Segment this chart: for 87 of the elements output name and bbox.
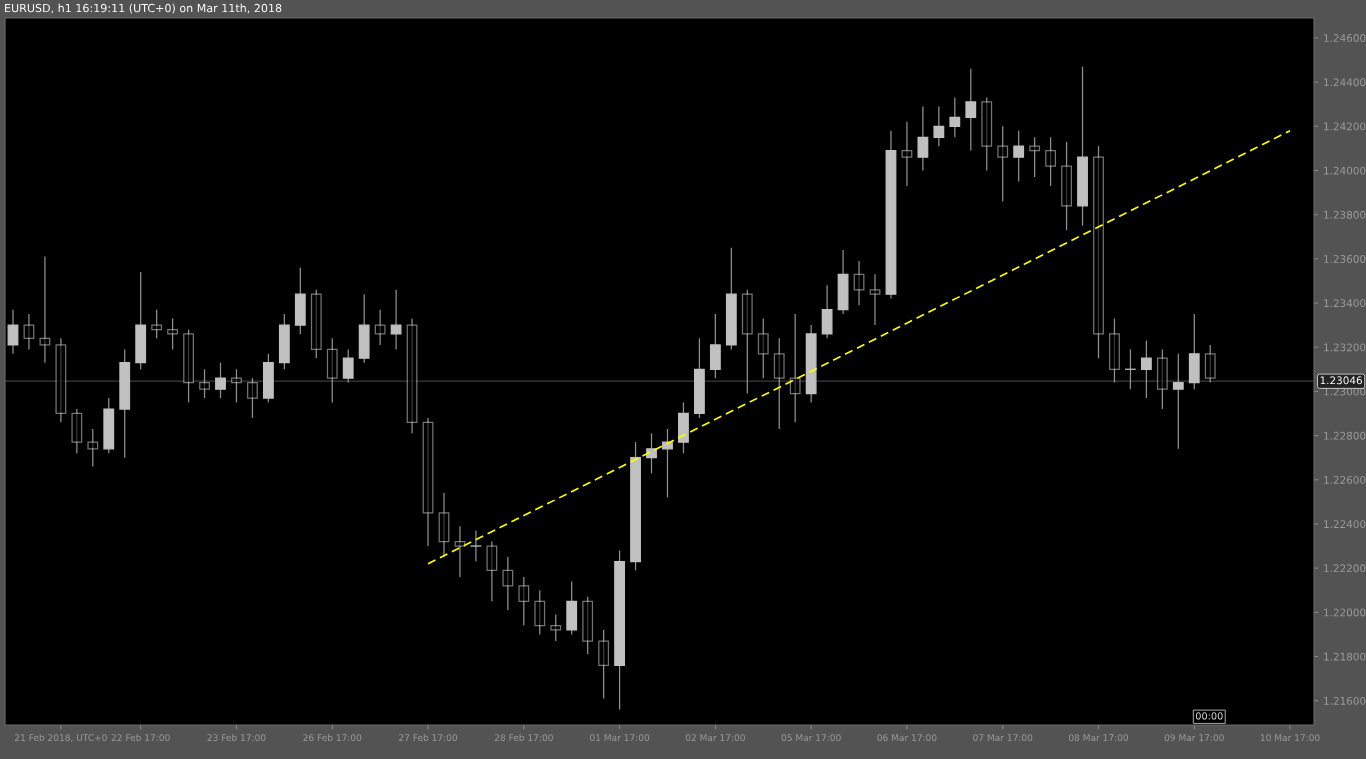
candlestick: [342, 348, 354, 384]
x-tick-label: 01 Mar 17:00: [590, 734, 650, 742]
candlestick: [933, 105, 945, 147]
y-tick-label: 1.22600: [1324, 475, 1366, 484]
candlestick: [901, 121, 913, 187]
candlestick: [981, 96, 993, 172]
y-tick-label: 1.21600: [1324, 696, 1366, 705]
x-tick-label: 05 Mar 17:00: [781, 734, 841, 742]
candlestick: [1125, 348, 1136, 390]
candlestick: [55, 337, 67, 423]
y-tick-label: 1.24400: [1324, 78, 1366, 87]
candlestick: [151, 309, 163, 339]
candlestick: [789, 313, 801, 423]
x-tick-label: 09 Mar 17:00: [1164, 734, 1224, 742]
candlestick: [71, 408, 83, 454]
y-tick-label: 1.23000: [1324, 387, 1366, 396]
candlestick: [917, 105, 929, 172]
candlestick: [773, 337, 785, 430]
candlestick: [997, 125, 1009, 203]
candlestick: [1109, 317, 1120, 384]
candlestick: [310, 289, 322, 359]
x-tick-label: 07 Mar 17:00: [973, 734, 1033, 742]
x-tick-label: 10 Mar 17:00: [1260, 734, 1320, 742]
candlestick: [390, 289, 402, 351]
candlestick: [215, 362, 226, 399]
y-tick-label: 1.24600: [1324, 34, 1366, 42]
candlestick: [167, 317, 179, 351]
candlestick: [183, 328, 194, 404]
candlestick: [326, 337, 338, 404]
candlestick: [247, 377, 258, 419]
y-tick-label: 1.22000: [1324, 608, 1366, 617]
y-tick-label: 1.23200: [1324, 343, 1366, 352]
annotation: 00:00: [1195, 712, 1223, 720]
candlestick: [39, 255, 51, 364]
candlestick: [534, 589, 546, 636]
ref-line-label: 1.23046: [1320, 376, 1362, 385]
y-tick-label: 1.21800: [1324, 652, 1366, 661]
y-tick-label: 1.23400: [1324, 299, 1366, 308]
candlestick: [23, 313, 35, 351]
x-tick-label: 28 Feb 17:00: [494, 734, 553, 742]
y-tick-label: 1.22200: [1324, 564, 1366, 573]
candlestick: [1061, 141, 1072, 231]
candlestick: [406, 317, 418, 434]
y-tick-label: 1.22800: [1324, 431, 1366, 440]
candlestick: [454, 525, 466, 578]
candlestick: [518, 576, 530, 627]
candlestick: [550, 613, 562, 642]
candlestick: [1156, 348, 1168, 410]
chart-title: EURUSD, h1 16:19:11 (UTC+0) on Mar 11th, 2018: [5, 3, 282, 14]
candlestick: [646, 432, 657, 474]
candlestick: [869, 273, 881, 326]
candlestick: [598, 629, 610, 700]
candlestick: [582, 596, 594, 655]
candlestick: [7, 309, 19, 355]
candlestick: [949, 96, 961, 138]
y-tick-label: 1.24200: [1324, 122, 1366, 131]
x-tick-label: 02 Mar 17:00: [685, 734, 745, 742]
x-tick-label: 08 Mar 17:00: [1068, 734, 1129, 742]
candlestick: [374, 309, 386, 346]
candlestick: [1029, 136, 1041, 178]
y-tick-label: 1.23800: [1324, 210, 1366, 219]
y-tick-label: 1.24000: [1324, 166, 1366, 175]
candlestick: [1172, 353, 1184, 450]
candlestick: [486, 540, 498, 602]
x-tick-label: 22 Feb 17:00: [111, 734, 170, 742]
candlestick: [470, 529, 482, 563]
y-tick-label: 1.23600: [1324, 255, 1366, 263]
x-tick-label: 06 Mar 17:00: [877, 734, 937, 742]
candlestick: [199, 368, 210, 399]
x-tick-label: 26 Feb 17:00: [303, 734, 362, 742]
candlestick: [438, 492, 450, 558]
candlestick: [741, 289, 753, 395]
candlestick: [422, 417, 434, 547]
candlestick: [1204, 344, 1216, 384]
candlestick: [757, 317, 769, 379]
candlestick: [1093, 145, 1104, 359]
candlestick: [502, 556, 514, 611]
candlestick: [1013, 130, 1025, 183]
candlestick: [1045, 136, 1057, 187]
candlestick: [231, 368, 242, 404]
x-tick-label: 23 Feb 17:00: [207, 734, 266, 742]
candlestick: [87, 428, 99, 468]
candlestick: [1140, 339, 1152, 399]
x-tick-label: 27 Feb 17:00: [399, 734, 458, 742]
y-tick-label: 1.22400: [1324, 520, 1366, 529]
x-tick-label: 21 Feb 2018, UTC+0: [14, 734, 107, 742]
candlestick: [965, 68, 977, 152]
